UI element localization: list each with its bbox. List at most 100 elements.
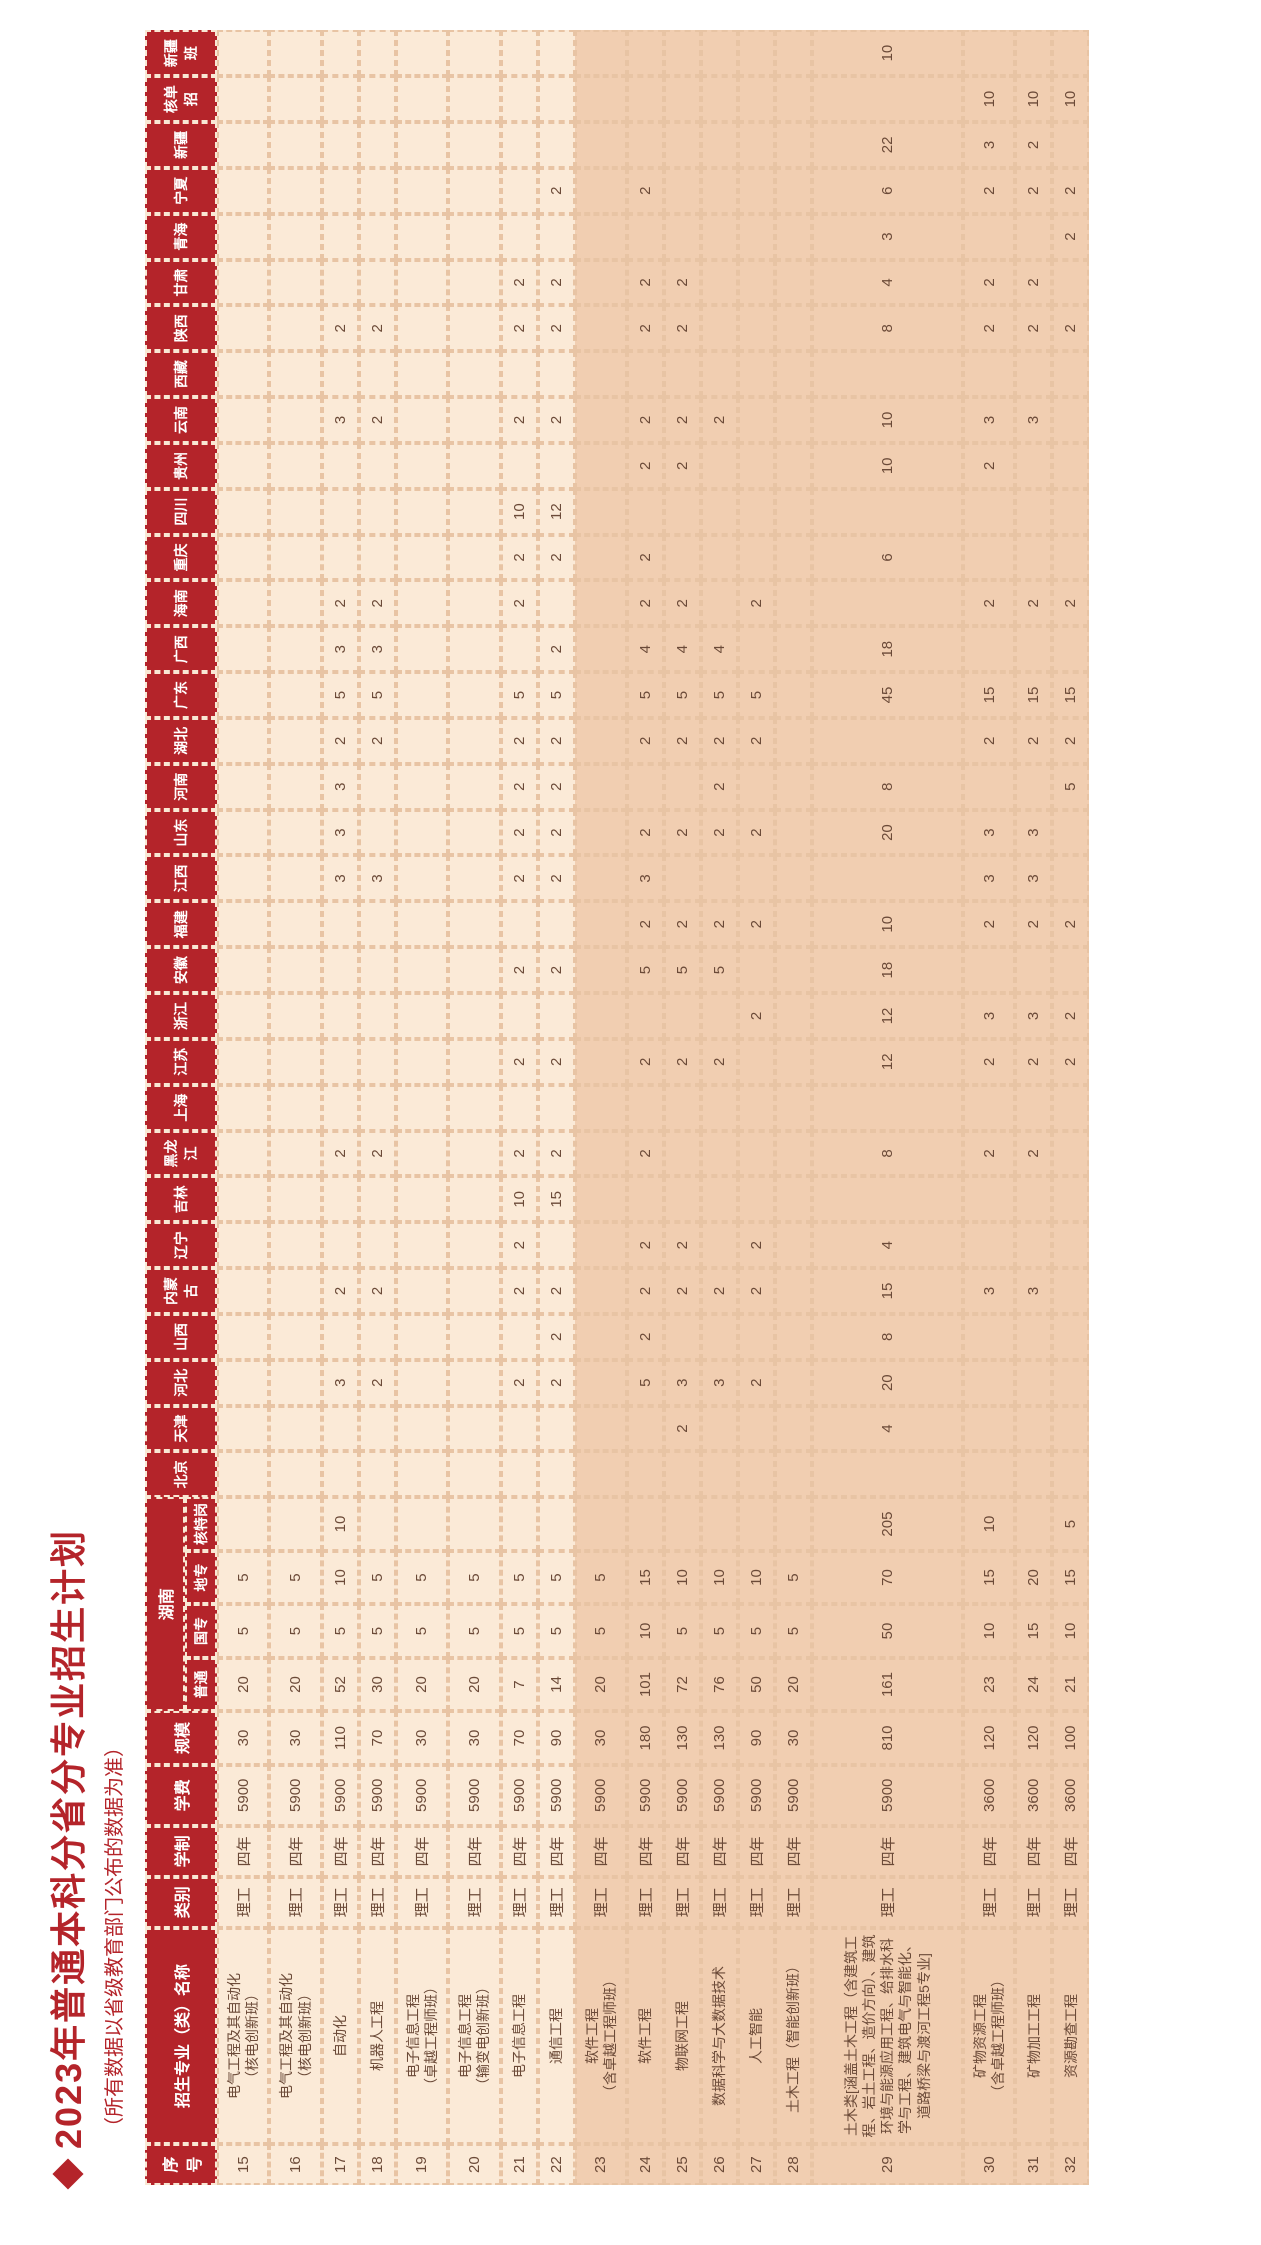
table-row: 30矿物资源工程（含卓越工程师班）理工四年3600120231015103223… <box>963 30 1015 2185</box>
cell <box>738 1497 775 1551</box>
cell <box>575 1176 627 1222</box>
cell: 2 <box>1052 993 1089 1039</box>
cell <box>538 351 575 397</box>
cell: 2 <box>701 1039 738 1085</box>
cell <box>448 1314 500 1360</box>
cell <box>322 76 359 122</box>
cell <box>701 1176 738 1222</box>
cell <box>448 626 500 672</box>
cell: 理工 <box>738 1877 775 1928</box>
cell <box>775 810 812 856</box>
cell <box>738 122 775 168</box>
cell: 5 <box>448 1604 500 1657</box>
cell: 30 <box>269 1711 321 1764</box>
cell: 理工 <box>664 1877 701 1928</box>
cell <box>575 1268 627 1314</box>
cell <box>738 1314 775 1360</box>
cell <box>664 764 701 810</box>
cell <box>269 672 321 718</box>
cell <box>217 1222 269 1268</box>
cell <box>396 1039 448 1085</box>
cell: 2 <box>538 810 575 856</box>
cell: 2 <box>1015 1039 1052 1085</box>
cell <box>775 993 812 1039</box>
cell: 四年 <box>538 1826 575 1877</box>
cell: 5 <box>269 1604 321 1657</box>
cell <box>963 626 1015 672</box>
cell <box>775 1360 812 1406</box>
cell: 10 <box>738 1551 775 1604</box>
cell <box>269 947 321 993</box>
cell <box>1052 947 1089 993</box>
cell <box>501 30 538 76</box>
cell: 5 <box>217 1604 269 1657</box>
cell <box>448 672 500 718</box>
cell: 30 <box>575 1711 627 1764</box>
cell: 2 <box>738 810 775 856</box>
cell: 四年 <box>501 1826 538 1877</box>
cell <box>775 351 812 397</box>
cell <box>396 901 448 947</box>
cell: 5 <box>775 1604 812 1657</box>
cell <box>217 1268 269 1314</box>
cell <box>396 1176 448 1222</box>
cell: 3 <box>1015 993 1052 1039</box>
cell <box>738 1131 775 1177</box>
cell: 四年 <box>963 1826 1015 1877</box>
cell <box>396 718 448 764</box>
cell <box>575 626 627 672</box>
table-row: 23软件工程（含卓越工程师班）理工四年5900302055 <box>575 30 627 2185</box>
cell: 2 <box>738 1268 775 1314</box>
cell: 理工 <box>812 1877 963 1928</box>
cell <box>448 855 500 901</box>
cell <box>664 214 701 260</box>
cell <box>501 443 538 489</box>
cell: 5900 <box>217 1765 269 1826</box>
cell: 3 <box>322 397 359 443</box>
cell: 2 <box>627 443 664 489</box>
cell <box>627 1406 664 1452</box>
cell <box>448 1039 500 1085</box>
cell <box>448 214 500 260</box>
cell <box>963 351 1015 397</box>
cell: 理工 <box>775 1877 812 1928</box>
cell <box>701 1314 738 1360</box>
cell <box>269 1039 321 1085</box>
cell <box>664 168 701 214</box>
cell <box>701 214 738 260</box>
cell <box>627 76 664 122</box>
cell <box>322 122 359 168</box>
cell: 2 <box>1015 1131 1052 1177</box>
cell <box>575 1451 627 1497</box>
cell: 5 <box>627 1360 664 1406</box>
cell: 5 <box>701 1604 738 1657</box>
cell: 5900 <box>538 1765 575 1826</box>
cell <box>1015 764 1052 810</box>
cell <box>217 947 269 993</box>
table-row: 22通信工程理工四年590090145522215222222252212222… <box>538 30 575 2185</box>
cell <box>359 764 396 810</box>
cell: 2 <box>738 1222 775 1268</box>
cell <box>775 260 812 306</box>
cell <box>775 535 812 581</box>
cell <box>627 1176 664 1222</box>
cell: 20 <box>575 1658 627 1711</box>
cell: 2 <box>664 1268 701 1314</box>
cell: 52 <box>322 1658 359 1711</box>
cell <box>701 443 738 489</box>
cell <box>269 30 321 76</box>
cell: 12 <box>538 489 575 535</box>
table-row: 21电子信息工程理工四年5900707552221022222225221022… <box>501 30 538 2185</box>
cell: 25 <box>664 2144 701 2185</box>
cell <box>701 30 738 76</box>
cell: 10 <box>501 1176 538 1222</box>
cell: 3 <box>322 764 359 810</box>
cell <box>575 397 627 443</box>
cell <box>1015 626 1052 672</box>
cell <box>396 1406 448 1452</box>
cell <box>1052 1222 1089 1268</box>
cell <box>396 1131 448 1177</box>
cell: 2 <box>627 718 664 764</box>
cell: 5 <box>738 672 775 718</box>
cell: 4 <box>812 260 963 306</box>
